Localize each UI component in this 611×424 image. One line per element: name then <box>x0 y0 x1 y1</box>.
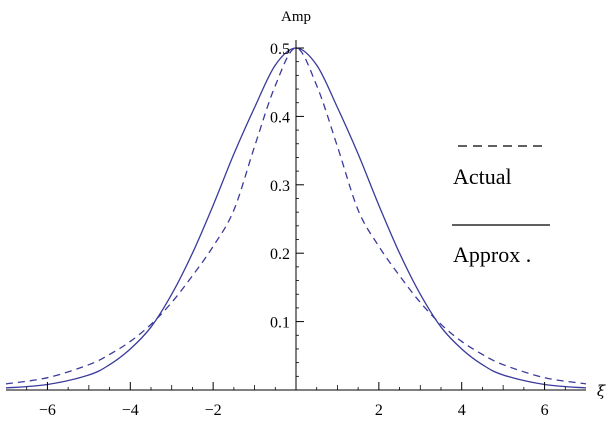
y-tick-label: 0.4 <box>270 109 290 126</box>
y-tick-label: 0.5 <box>270 41 290 58</box>
x-tick-label: 2 <box>375 402 383 419</box>
legend-label-actual: Actual <box>453 164 512 189</box>
axes-layer <box>6 40 586 391</box>
y-axis-label: Amp <box>281 9 311 25</box>
x-tick-label: −2 <box>205 402 222 419</box>
series-line-actual <box>5 47 587 385</box>
y-tick-label: 0.2 <box>270 246 290 263</box>
labels-layer: −6 −4 −2 2 4 6 0.1 0.2 0.3 0.4 0.5 Amp ξ <box>39 9 606 419</box>
x-tick-label: 6 <box>541 402 549 419</box>
x-axis-label: ξ <box>597 382 606 400</box>
y-tick-label: 0.3 <box>270 178 290 195</box>
legend: Actual Approx . <box>452 145 550 267</box>
y-tick-label: 0.1 <box>270 315 290 332</box>
x-tick-label: −6 <box>39 402 56 419</box>
legend-label-approx: Approx . <box>453 242 531 267</box>
x-tick-label: −4 <box>122 402 139 419</box>
x-tick-label: 4 <box>458 402 466 419</box>
